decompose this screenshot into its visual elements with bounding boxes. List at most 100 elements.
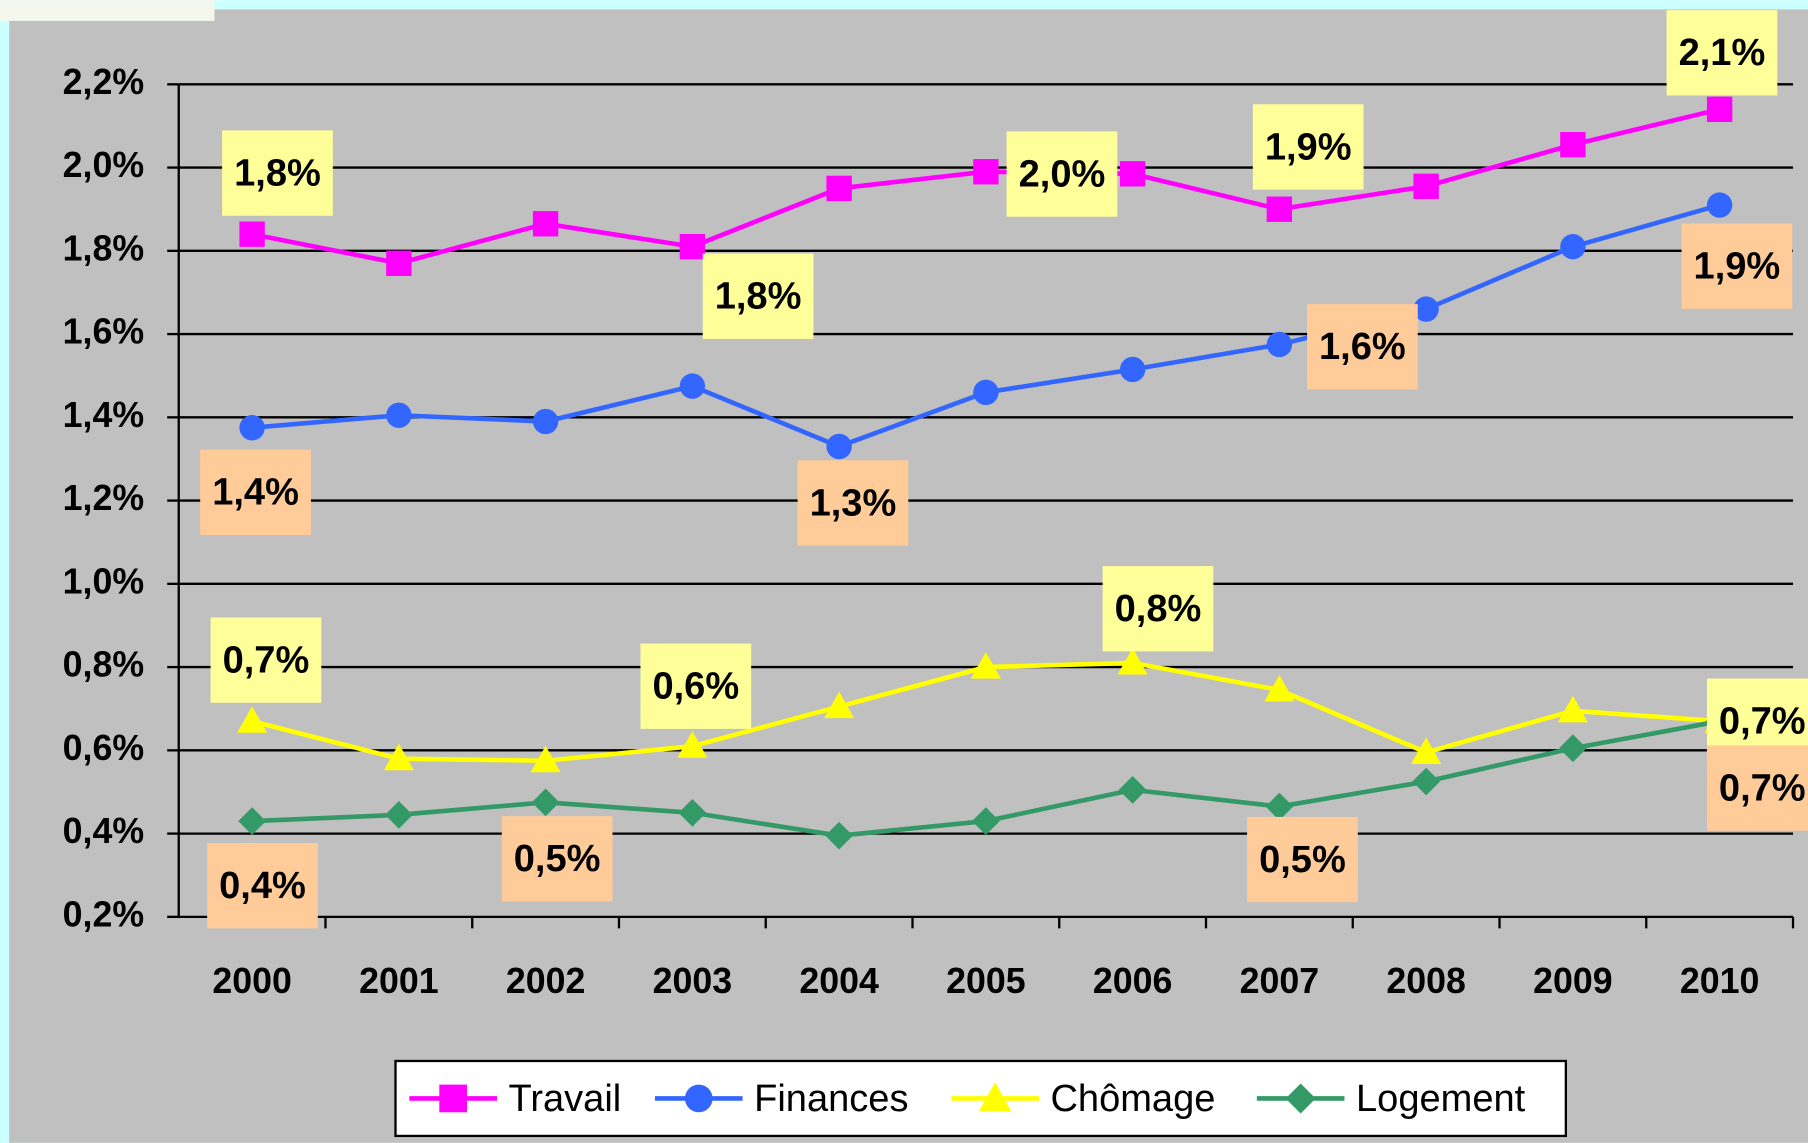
x-tick-label: 2002 — [506, 961, 586, 1001]
data-label: 1,8% — [715, 276, 802, 318]
legend-label: Travail — [509, 1078, 622, 1120]
marker — [679, 373, 706, 399]
marker — [684, 1084, 713, 1113]
marker — [530, 745, 561, 773]
x-tick-label: 2001 — [359, 961, 439, 1001]
marker — [973, 159, 999, 185]
data-label: 0,5% — [1259, 839, 1346, 881]
y-tick-label: 0,6% — [63, 728, 144, 768]
y-tick-label: 0,2% — [63, 894, 144, 934]
y-tick-label: 2,0% — [63, 145, 144, 185]
y-tick-label: 1,4% — [63, 395, 144, 435]
data-label-box — [207, 843, 318, 929]
legend: Travail Finances Chômage Logement — [394, 1059, 1568, 1138]
data-label-box — [1252, 104, 1364, 190]
data-label-box — [1681, 223, 1793, 309]
marker — [532, 211, 559, 237]
marker — [1706, 96, 1733, 122]
x-tick-label: 2010 — [1680, 961, 1760, 1001]
marker — [238, 807, 266, 835]
marker — [973, 379, 999, 406]
x-tick-label: 2004 — [799, 961, 879, 1001]
marker — [1264, 674, 1295, 702]
x-tick-label: 2003 — [653, 961, 733, 1001]
data-label: 0,5% — [514, 838, 601, 880]
marker — [237, 706, 268, 733]
data-label-box — [200, 449, 311, 535]
data-label: 1,9% — [1265, 126, 1352, 168]
marker — [1413, 296, 1439, 322]
marker — [970, 652, 1001, 679]
data-label: 1,3% — [810, 482, 897, 524]
marker — [1706, 192, 1733, 218]
data-label-box — [797, 460, 909, 546]
x-tick-label: 2009 — [1533, 961, 1613, 1001]
marker — [826, 433, 852, 460]
marker — [1266, 196, 1293, 222]
y-tick-label: 1,0% — [63, 561, 144, 601]
data-label: 2,0% — [1019, 153, 1106, 195]
marker — [1560, 233, 1586, 260]
legend-label: Chômage — [1050, 1078, 1215, 1120]
marker — [439, 1084, 467, 1113]
marker — [677, 731, 708, 758]
marker — [1413, 173, 1439, 199]
marker — [824, 691, 855, 719]
data-label-box — [501, 816, 613, 902]
marker — [679, 233, 706, 260]
marker — [1119, 161, 1146, 187]
corner-decoration — [0, 0, 215, 21]
data-label-box — [222, 130, 333, 216]
data-label-box — [640, 643, 752, 729]
data-label-box — [1706, 745, 1808, 831]
legend-label: Logement — [1356, 1078, 1526, 1120]
x-tick-label: 2008 — [1386, 961, 1466, 1001]
marker — [239, 221, 265, 247]
legend-label: Finances — [754, 1078, 908, 1120]
data-label: 1,9% — [1694, 246, 1781, 288]
data-label: 0,8% — [1115, 588, 1202, 630]
data-label: 0,7% — [1719, 701, 1806, 743]
marker — [1411, 737, 1442, 764]
data-label-box — [702, 253, 814, 339]
y-tick-label: 1,8% — [63, 228, 144, 268]
data-label: 0,7% — [223, 639, 310, 681]
marker — [1119, 356, 1146, 383]
x-tick-label: 2005 — [946, 961, 1026, 1001]
data-label-box — [1307, 304, 1418, 390]
x-tick-label: 2006 — [1093, 961, 1173, 1001]
marker — [383, 743, 414, 771]
data-label: 1,8% — [234, 152, 321, 194]
x-tick-label: 2007 — [1240, 961, 1320, 1001]
marker — [386, 402, 412, 428]
data-label: 1,6% — [1319, 326, 1406, 368]
data-label-box — [1666, 10, 1778, 96]
marker — [386, 250, 412, 277]
y-tick-label: 1,2% — [63, 478, 144, 518]
marker — [239, 415, 265, 441]
data-label: 0,6% — [652, 666, 739, 708]
marker — [978, 1082, 1012, 1112]
data-label-box — [210, 617, 322, 703]
data-label-box — [1102, 566, 1214, 652]
marker — [1557, 695, 1588, 723]
x-tick-label: 2000 — [212, 961, 291, 1001]
y-tick-label: 2,2% — [63, 62, 144, 102]
y-tick-label: 0,8% — [63, 645, 144, 685]
y-tick-label: 1,6% — [63, 312, 144, 352]
marker — [532, 408, 559, 435]
marker — [678, 798, 707, 827]
data-label-box — [1247, 816, 1358, 903]
data-label: 1,4% — [212, 472, 299, 514]
marker — [1266, 331, 1293, 358]
marker — [826, 175, 852, 202]
y-tick-label: 0,4% — [63, 811, 144, 851]
data-label: 2,1% — [1679, 32, 1766, 74]
marker — [1560, 132, 1586, 158]
data-label: 0,4% — [219, 865, 306, 907]
marker — [1117, 647, 1148, 675]
data-label: 0,7% — [1719, 767, 1806, 809]
data-label-box — [1006, 131, 1118, 217]
